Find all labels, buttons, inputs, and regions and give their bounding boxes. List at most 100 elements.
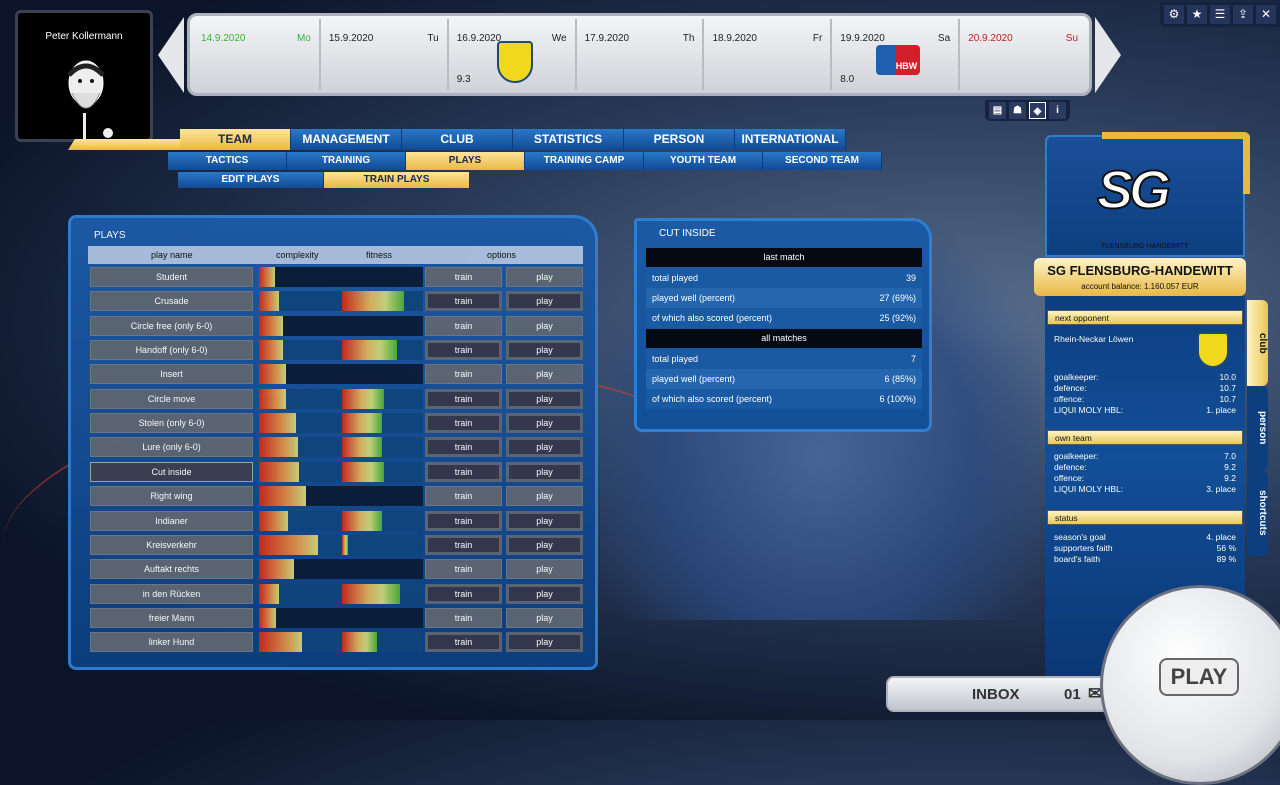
calendar-day[interactable]: 16.9.2020 We 9.3 xyxy=(449,19,577,90)
nav-statistics[interactable]: STATISTICS xyxy=(513,129,624,150)
calendar-next-button[interactable] xyxy=(1095,17,1121,93)
calendar-day[interactable]: 15.9.2020 Tu xyxy=(321,19,449,90)
play-name[interactable]: linker Hund xyxy=(90,632,253,653)
nav-plays[interactable]: PLAYS xyxy=(406,152,525,170)
play-button[interactable]: PLAY xyxy=(1159,658,1239,696)
train-button[interactable]: train xyxy=(425,291,502,312)
train-button[interactable]: train xyxy=(425,534,502,555)
nav-international[interactable]: INTERNATIONAL xyxy=(735,129,846,150)
play-name[interactable]: Student xyxy=(90,267,253,287)
play-button[interactable]: play xyxy=(506,291,583,312)
calendar-day[interactable]: 20.9.2020 Su xyxy=(960,19,1086,90)
info-row: LIQUI MOLY HBL: 3. place xyxy=(1054,484,1236,495)
nav-club[interactable]: CLUB xyxy=(402,129,513,150)
calendar-day[interactable]: 19.9.2020 Sa 8.0 HBW xyxy=(832,19,961,90)
nav-tactics[interactable]: TACTICS xyxy=(168,152,287,170)
play-button[interactable]: play xyxy=(506,437,583,458)
close-icon[interactable]: ✕ xyxy=(1256,5,1276,24)
fitness-bar xyxy=(342,291,405,312)
train-button[interactable]: train xyxy=(425,607,502,628)
play-name[interactable]: Circle free (only 6-0) xyxy=(90,315,253,336)
play-name[interactable]: Kreisverkehr xyxy=(90,534,253,555)
nav-person[interactable]: PERSON xyxy=(624,129,735,150)
nav-management[interactable]: MANAGEMENT xyxy=(291,129,402,150)
tab-club[interactable]: club xyxy=(1247,300,1268,386)
play-button[interactable]: play xyxy=(506,510,583,531)
play-button[interactable]: play xyxy=(506,583,583,604)
play-button[interactable]: play xyxy=(506,486,583,507)
train-button[interactable]: train xyxy=(425,583,502,604)
play-button[interactable]: play xyxy=(506,364,583,385)
play-button[interactable]: play xyxy=(506,534,583,555)
play-button[interactable]: play xyxy=(506,607,583,628)
play-button[interactable]: play xyxy=(506,315,583,336)
nav-edit-plays[interactable]: EDIT PLAYS xyxy=(178,172,324,188)
train-button[interactable]: train xyxy=(425,559,502,580)
play-button[interactable]: play xyxy=(506,340,583,361)
export-icon[interactable]: ⇪ xyxy=(1233,5,1253,24)
play-name[interactable]: Lure (only 6-0) xyxy=(90,437,253,458)
team-banner: SG FLENSBURG-HANDEWITT account balance: … xyxy=(1034,258,1246,296)
play-button[interactable]: play xyxy=(506,267,583,287)
calendar-day[interactable]: 14.9.2020 Mo xyxy=(193,19,321,90)
calendar-prev-button[interactable] xyxy=(158,17,184,93)
gear-icon[interactable]: ⚙ xyxy=(1164,5,1184,24)
play-button[interactable]: play xyxy=(506,388,583,409)
train-button[interactable]: train xyxy=(425,461,502,482)
calendar-weekday: Mo xyxy=(296,33,311,44)
nav-youth-team[interactable]: YOUTH TEAM xyxy=(644,152,763,170)
menu-icon[interactable]: ☰ xyxy=(1210,5,1230,24)
train-button[interactable]: train xyxy=(425,388,502,409)
play-name[interactable]: in den Rücken xyxy=(90,583,253,604)
nav-train-plays[interactable]: TRAIN PLAYS xyxy=(324,172,470,188)
tab-person[interactable]: person xyxy=(1247,386,1268,470)
nav-training-camp[interactable]: TRAINING CAMP xyxy=(525,152,644,170)
play-name[interactable]: Handoff (only 6-0) xyxy=(90,340,253,361)
notebook-icon[interactable]: ▤ xyxy=(989,102,1006,119)
info-icon[interactable]: i xyxy=(1049,102,1066,119)
nav-second-team[interactable]: SECOND TEAM xyxy=(763,152,882,170)
train-button[interactable]: train xyxy=(425,267,502,287)
train-button[interactable]: train xyxy=(425,413,502,434)
nav-training[interactable]: TRAINING xyxy=(287,152,406,170)
play-name[interactable]: Indianer xyxy=(90,510,253,531)
calendar-day[interactable]: 17.9.2020 Th xyxy=(577,19,705,90)
info-row: goalkeeper: 10.0 xyxy=(1054,372,1236,383)
calendar-value: 8.0 xyxy=(840,74,855,85)
play-button[interactable]: play xyxy=(506,632,583,653)
nav-team[interactable]: TEAM xyxy=(180,129,291,150)
play-name[interactable]: Right wing xyxy=(90,486,253,507)
inbox-button[interactable]: INBOX 01 ✉ xyxy=(886,676,1116,712)
shield-icon[interactable]: ◈ xyxy=(1029,102,1046,119)
next-opponent-name[interactable]: Rhein-Neckar Löwen xyxy=(1054,334,1134,344)
inbox-count: 01 xyxy=(1064,686,1081,703)
play-name[interactable]: Insert xyxy=(90,364,253,385)
train-button[interactable]: train xyxy=(425,364,502,385)
play-name[interactable]: Stolen (only 6-0) xyxy=(90,413,253,434)
people-icon[interactable]: ☗ xyxy=(1009,102,1026,119)
calendar-day[interactable]: 18.9.2020 Fr xyxy=(704,19,833,90)
play-name[interactable]: Crusade xyxy=(90,291,253,312)
info-label: LIQUI MOLY HBL: xyxy=(1054,405,1124,415)
plays-panel: PLAYS play name complexity fitness optio… xyxy=(68,215,598,670)
train-button[interactable]: train xyxy=(425,315,502,336)
play-name[interactable]: Cut inside xyxy=(90,461,253,482)
train-button[interactable]: train xyxy=(425,340,502,361)
play-button[interactable]: play xyxy=(506,413,583,434)
train-button[interactable]: train xyxy=(425,486,502,507)
play-name[interactable]: Circle move xyxy=(90,388,253,409)
stat-label: played well (percent) xyxy=(652,293,736,303)
quick-toolbar: ▤ ☗ ◈ i xyxy=(985,100,1070,121)
calendar-date: 17.9.2020 xyxy=(584,33,630,44)
play-button[interactable]: play xyxy=(506,559,583,580)
play-name[interactable]: freier Mann xyxy=(90,607,253,628)
club-logo: SG FLENSBURG-HANDEWITT xyxy=(1045,135,1245,257)
train-button[interactable]: train xyxy=(425,510,502,531)
train-button[interactable]: train xyxy=(425,632,502,653)
train-button[interactable]: train xyxy=(425,437,502,458)
play-button[interactable]: play xyxy=(506,461,583,482)
star-icon[interactable]: ★ xyxy=(1187,5,1207,24)
manager-portrait[interactable]: Peter Kollermann xyxy=(15,10,153,142)
play-name[interactable]: Auftakt rechts xyxy=(90,559,253,580)
tab-shortcuts[interactable]: shortcuts xyxy=(1247,470,1268,556)
